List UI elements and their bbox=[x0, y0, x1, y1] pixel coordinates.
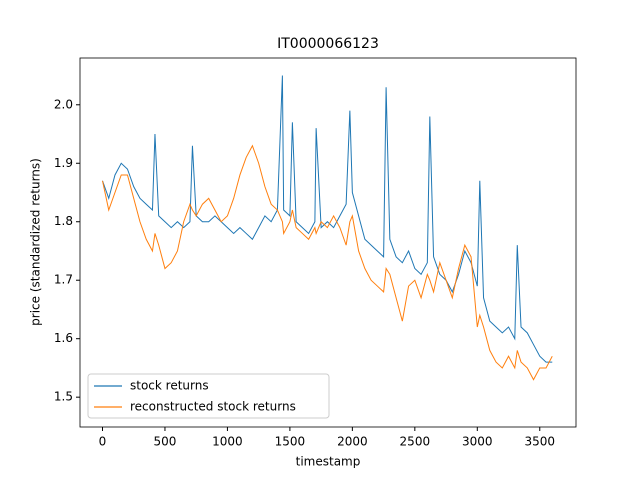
x-axis-label: timestamp bbox=[296, 455, 361, 469]
series-line bbox=[102, 75, 553, 363]
legend-label: stock returns bbox=[130, 379, 209, 393]
legend-label: reconstructed stock returns bbox=[130, 400, 296, 414]
y-axis-label: price (standardized returns) bbox=[29, 158, 43, 326]
x-tick-label: 1500 bbox=[275, 435, 306, 449]
legend-box bbox=[87, 373, 330, 419]
y-tick-label: 2.0 bbox=[54, 97, 73, 111]
y-tick-label: 1.8 bbox=[54, 214, 73, 228]
y-tick-label: 1.7 bbox=[54, 273, 73, 287]
x-tick-label: 2000 bbox=[337, 435, 368, 449]
x-tick-label: 2500 bbox=[400, 435, 431, 449]
chart-title: IT0000066123 bbox=[277, 36, 379, 52]
x-tick-label: 3000 bbox=[462, 435, 493, 449]
x-tick-label: 1000 bbox=[212, 435, 243, 449]
x-tick-label: 500 bbox=[154, 435, 177, 449]
y-tick-label: 1.6 bbox=[54, 331, 73, 345]
y-tick-label: 1.5 bbox=[54, 390, 73, 404]
x-tick-label: 3500 bbox=[524, 435, 555, 449]
series-line bbox=[102, 144, 553, 381]
y-tick-label: 1.9 bbox=[54, 156, 73, 170]
x-tick-label: 0 bbox=[99, 435, 107, 449]
plot-frame bbox=[79, 57, 577, 428]
